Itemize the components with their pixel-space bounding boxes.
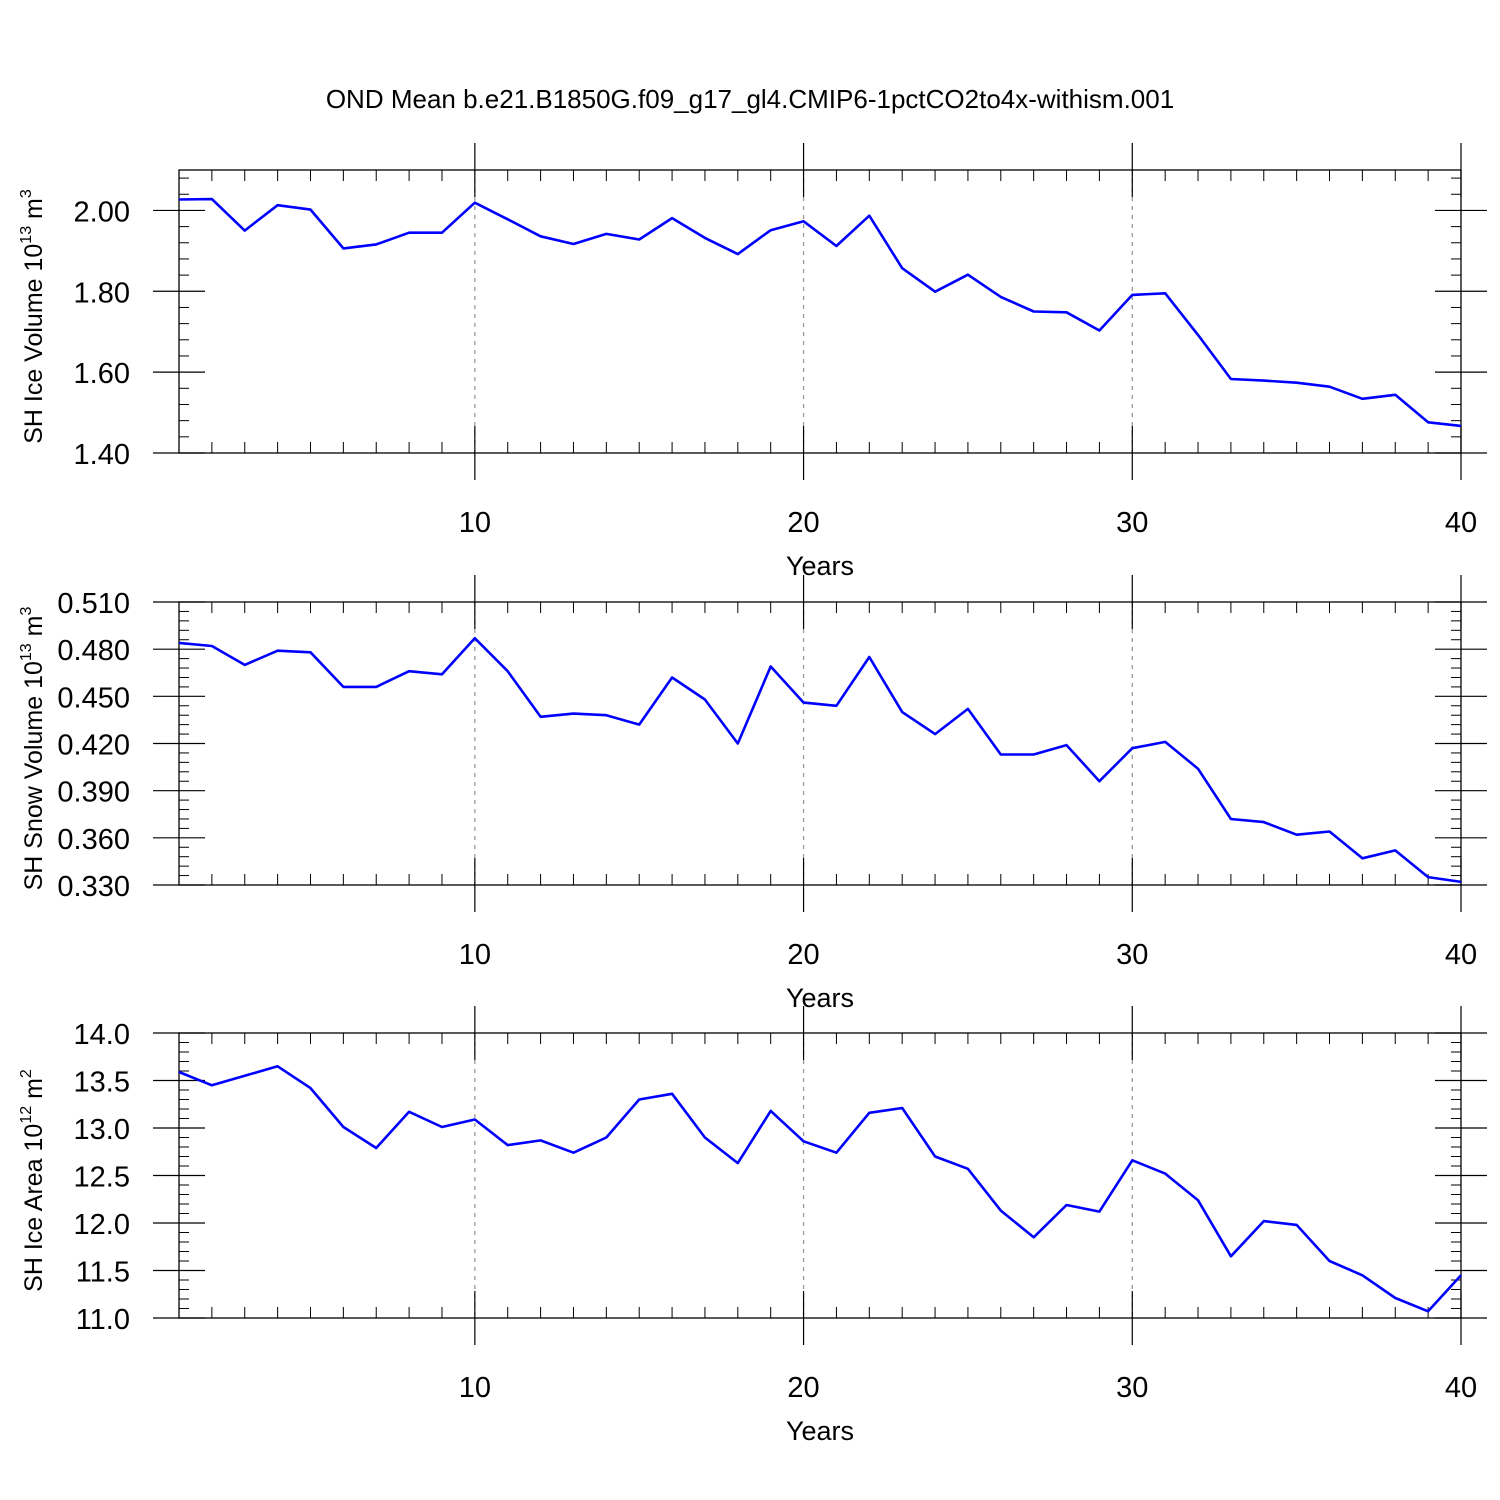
- y-tick-label: 13.0: [74, 1114, 130, 1146]
- y-tick-label: 0.390: [57, 777, 130, 809]
- panel-ice-volume: 10 20 30 40 1.40 1.60 1.80 2.00 Years SH Ice Volu…: [18, 143, 1487, 581]
- y-axis-label: SH Ice Volume 1013 m3: [18, 189, 48, 444]
- x-tick-label: 30: [1116, 1372, 1148, 1404]
- x-tick-label: 10: [459, 939, 491, 971]
- x-tick-label: 20: [787, 939, 819, 971]
- y-axis-label: SH Ice Area 1012 m2: [18, 1069, 48, 1292]
- y-tick-label: 11.5: [76, 1257, 130, 1289]
- y-tick-label: 12.0: [74, 1209, 130, 1241]
- y-tick-label: 0.360: [57, 824, 130, 856]
- y-tick-label: 0.510: [57, 588, 130, 620]
- x-tick-label: 20: [787, 1372, 819, 1404]
- y-tick-label: 1.80: [74, 277, 130, 309]
- x-tick-label: 30: [1116, 939, 1148, 971]
- x-tick-label: 40: [1445, 1372, 1477, 1404]
- y-tick-label: 13.5: [74, 1067, 130, 1099]
- x-axis-label: Years: [786, 1416, 854, 1446]
- y-tick-label: 11.0: [76, 1304, 130, 1336]
- x-axis-label: Years: [786, 551, 854, 581]
- y-axis-label: SH Snow Volume 1013 m3: [18, 607, 48, 891]
- panel-ice-area: 10 20 30 40 11.0 11.5 12.0 12.5 13.0 13.5 14.0 Year…: [18, 1006, 1487, 1446]
- series-line: [178, 636, 1462, 884]
- x-tick-label: 40: [1445, 507, 1477, 539]
- x-tick-label: 40: [1445, 939, 1477, 971]
- series-line: [178, 1065, 1462, 1313]
- panel-snow-volume: 10 20 30 40 0.330 0.360 0.390 0.420 0.450 0.480 0.…: [18, 575, 1487, 1013]
- plot-frame: [178, 169, 1462, 454]
- y-tick-label: 1.40: [74, 439, 130, 471]
- x-tick-label: 10: [459, 1372, 491, 1404]
- y-tick-label: 0.480: [57, 635, 130, 667]
- plot-frame: [178, 601, 1462, 886]
- x-tick-label: 30: [1116, 507, 1148, 539]
- series-line: [178, 197, 1462, 428]
- plot-frame: [178, 1032, 1462, 1319]
- y-tick-label: 2.00: [74, 196, 130, 228]
- x-tick-label: 10: [459, 507, 491, 539]
- x-tick-label: 20: [787, 507, 819, 539]
- x-axis-label: Years: [786, 983, 854, 1013]
- y-tick-label: 14.0: [74, 1019, 130, 1051]
- y-tick-label: 0.420: [57, 730, 130, 762]
- y-tick-label: 0.330: [57, 871, 130, 903]
- y-tick-label: 12.5: [74, 1162, 130, 1194]
- y-tick-label: 0.450: [57, 682, 130, 714]
- y-tick-label: 1.60: [74, 358, 130, 390]
- chart-title: OND Mean b.e21.B1850G.f09_g17_gl4.CMIP6-…: [326, 84, 1174, 114]
